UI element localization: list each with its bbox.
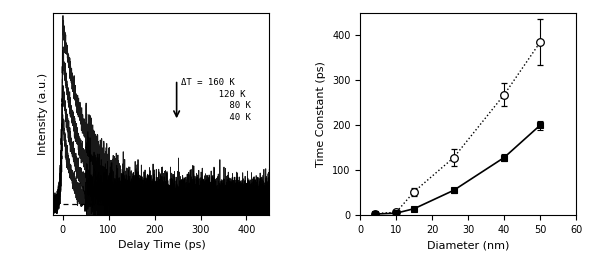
X-axis label: Diameter (nm): Diameter (nm) — [427, 240, 510, 250]
Y-axis label: Intensity (a.u.): Intensity (a.u.) — [38, 73, 48, 155]
Y-axis label: Time Constant (ps): Time Constant (ps) — [317, 61, 326, 167]
Text: ΔT = 160 K
       120 K
         80 K
         40 K: ΔT = 160 K 120 K 80 K 40 K — [181, 78, 251, 122]
X-axis label: Delay Time (ps): Delay Time (ps) — [118, 240, 206, 250]
